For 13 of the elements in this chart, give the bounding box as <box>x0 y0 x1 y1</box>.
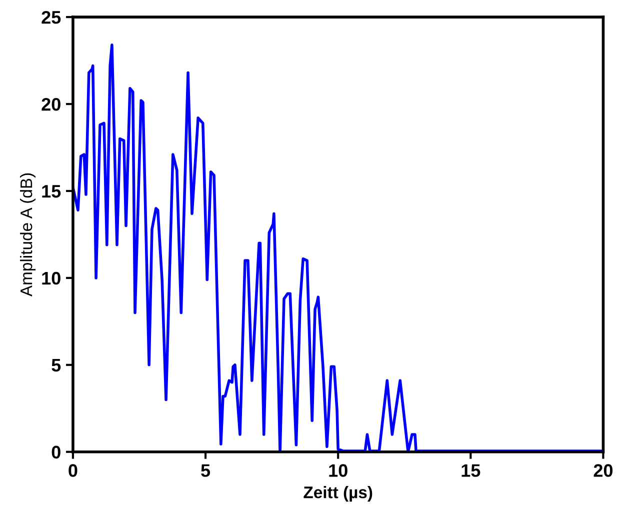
y-tick-label: 15 <box>42 185 61 198</box>
y-tick-label: 25 <box>42 10 61 24</box>
y-tick-label: 10 <box>42 272 60 285</box>
x-axis-title: Zeitt (µs) <box>304 486 372 502</box>
x-tick-label: 20 <box>594 464 613 477</box>
y-tick-label: 20 <box>42 98 60 111</box>
y-axis-title: Amplitude A (dB) <box>20 173 36 296</box>
y-tick-label: 5 <box>52 359 61 372</box>
x-tick-label: 10 <box>329 464 348 477</box>
x-tick-label: 15 <box>462 464 480 477</box>
x-tick-label: 0 <box>68 464 78 477</box>
x-tick-label: 5 <box>201 464 210 477</box>
y-tick-label: 0 <box>52 446 60 459</box>
